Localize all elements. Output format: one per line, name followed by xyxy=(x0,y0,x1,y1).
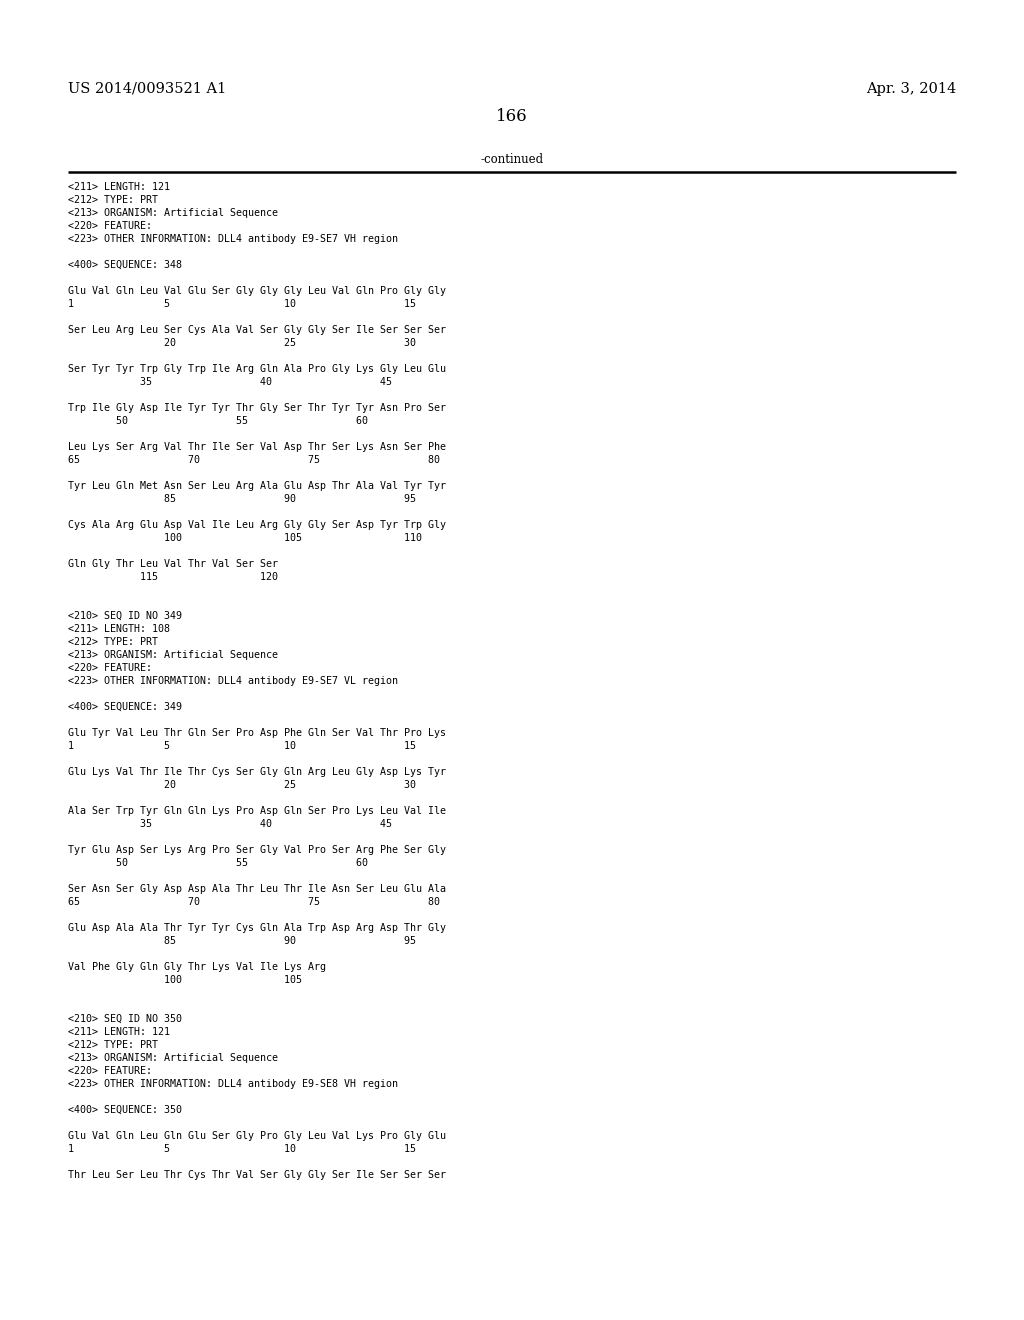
Text: <400> SEQUENCE: 350: <400> SEQUENCE: 350 xyxy=(68,1105,182,1115)
Text: 115                 120: 115 120 xyxy=(68,572,278,582)
Text: Ala Ser Trp Tyr Gln Gln Lys Pro Asp Gln Ser Pro Lys Leu Val Ile: Ala Ser Trp Tyr Gln Gln Lys Pro Asp Gln … xyxy=(68,807,446,816)
Text: 1               5                   10                  15: 1 5 10 15 xyxy=(68,1144,416,1154)
Text: 65                  70                  75                  80: 65 70 75 80 xyxy=(68,455,440,465)
Text: Cys Ala Arg Glu Asp Val Ile Leu Arg Gly Gly Ser Asp Tyr Trp Gly: Cys Ala Arg Glu Asp Val Ile Leu Arg Gly … xyxy=(68,520,446,531)
Text: 20                  25                  30: 20 25 30 xyxy=(68,338,416,348)
Text: Gln Gly Thr Leu Val Thr Val Ser Ser: Gln Gly Thr Leu Val Thr Val Ser Ser xyxy=(68,558,278,569)
Text: <220> FEATURE:: <220> FEATURE: xyxy=(68,1067,152,1076)
Text: 35                  40                  45: 35 40 45 xyxy=(68,818,392,829)
Text: Trp Ile Gly Asp Ile Tyr Tyr Thr Gly Ser Thr Tyr Tyr Asn Pro Ser: Trp Ile Gly Asp Ile Tyr Tyr Thr Gly Ser … xyxy=(68,403,446,413)
Text: 166: 166 xyxy=(497,108,527,125)
Text: 85                  90                  95: 85 90 95 xyxy=(68,936,416,946)
Text: Glu Tyr Val Leu Thr Gln Ser Pro Asp Phe Gln Ser Val Thr Pro Lys: Glu Tyr Val Leu Thr Gln Ser Pro Asp Phe … xyxy=(68,729,446,738)
Text: Apr. 3, 2014: Apr. 3, 2014 xyxy=(865,82,956,96)
Text: US 2014/0093521 A1: US 2014/0093521 A1 xyxy=(68,82,226,96)
Text: Glu Asp Ala Ala Thr Tyr Tyr Cys Gln Ala Trp Asp Arg Asp Thr Gly: Glu Asp Ala Ala Thr Tyr Tyr Cys Gln Ala … xyxy=(68,923,446,933)
Text: <223> OTHER INFORMATION: DLL4 antibody E9-SE7 VL region: <223> OTHER INFORMATION: DLL4 antibody E… xyxy=(68,676,398,686)
Text: 65                  70                  75                  80: 65 70 75 80 xyxy=(68,898,440,907)
Text: <223> OTHER INFORMATION: DLL4 antibody E9-SE7 VH region: <223> OTHER INFORMATION: DLL4 antibody E… xyxy=(68,234,398,244)
Text: <223> OTHER INFORMATION: DLL4 antibody E9-SE8 VH region: <223> OTHER INFORMATION: DLL4 antibody E… xyxy=(68,1078,398,1089)
Text: <220> FEATURE:: <220> FEATURE: xyxy=(68,220,152,231)
Text: Leu Lys Ser Arg Val Thr Ile Ser Val Asp Thr Ser Lys Asn Ser Phe: Leu Lys Ser Arg Val Thr Ile Ser Val Asp … xyxy=(68,442,446,451)
Text: <212> TYPE: PRT: <212> TYPE: PRT xyxy=(68,1040,158,1049)
Text: <211> LENGTH: 108: <211> LENGTH: 108 xyxy=(68,624,170,634)
Text: 1               5                   10                  15: 1 5 10 15 xyxy=(68,741,416,751)
Text: 100                 105: 100 105 xyxy=(68,975,302,985)
Text: Ser Leu Arg Leu Ser Cys Ala Val Ser Gly Gly Ser Ile Ser Ser Ser: Ser Leu Arg Leu Ser Cys Ala Val Ser Gly … xyxy=(68,325,446,335)
Text: <211> LENGTH: 121: <211> LENGTH: 121 xyxy=(68,1027,170,1038)
Text: 35                  40                  45: 35 40 45 xyxy=(68,378,392,387)
Text: Glu Lys Val Thr Ile Thr Cys Ser Gly Gln Arg Leu Gly Asp Lys Tyr: Glu Lys Val Thr Ile Thr Cys Ser Gly Gln … xyxy=(68,767,446,777)
Text: <211> LENGTH: 121: <211> LENGTH: 121 xyxy=(68,182,170,191)
Text: <220> FEATURE:: <220> FEATURE: xyxy=(68,663,152,673)
Text: 50                  55                  60: 50 55 60 xyxy=(68,858,368,869)
Text: <400> SEQUENCE: 348: <400> SEQUENCE: 348 xyxy=(68,260,182,271)
Text: Glu Val Gln Leu Val Glu Ser Gly Gly Gly Leu Val Gln Pro Gly Gly: Glu Val Gln Leu Val Glu Ser Gly Gly Gly … xyxy=(68,286,446,296)
Text: -continued: -continued xyxy=(480,153,544,166)
Text: <400> SEQUENCE: 349: <400> SEQUENCE: 349 xyxy=(68,702,182,711)
Text: <212> TYPE: PRT: <212> TYPE: PRT xyxy=(68,195,158,205)
Text: 20                  25                  30: 20 25 30 xyxy=(68,780,416,789)
Text: <210> SEQ ID NO 349: <210> SEQ ID NO 349 xyxy=(68,611,182,620)
Text: Tyr Glu Asp Ser Lys Arg Pro Ser Gly Val Pro Ser Arg Phe Ser Gly: Tyr Glu Asp Ser Lys Arg Pro Ser Gly Val … xyxy=(68,845,446,855)
Text: 85                  90                  95: 85 90 95 xyxy=(68,494,416,504)
Text: Ser Asn Ser Gly Asp Asp Ala Thr Leu Thr Ile Asn Ser Leu Glu Ala: Ser Asn Ser Gly Asp Asp Ala Thr Leu Thr … xyxy=(68,884,446,894)
Text: <212> TYPE: PRT: <212> TYPE: PRT xyxy=(68,638,158,647)
Text: Glu Val Gln Leu Gln Glu Ser Gly Pro Gly Leu Val Lys Pro Gly Glu: Glu Val Gln Leu Gln Glu Ser Gly Pro Gly … xyxy=(68,1131,446,1140)
Text: 100                 105                 110: 100 105 110 xyxy=(68,533,422,543)
Text: Ser Tyr Tyr Trp Gly Trp Ile Arg Gln Ala Pro Gly Lys Gly Leu Glu: Ser Tyr Tyr Trp Gly Trp Ile Arg Gln Ala … xyxy=(68,364,446,374)
Text: <213> ORGANISM: Artificial Sequence: <213> ORGANISM: Artificial Sequence xyxy=(68,209,278,218)
Text: Tyr Leu Gln Met Asn Ser Leu Arg Ala Glu Asp Thr Ala Val Tyr Tyr: Tyr Leu Gln Met Asn Ser Leu Arg Ala Glu … xyxy=(68,480,446,491)
Text: <213> ORGANISM: Artificial Sequence: <213> ORGANISM: Artificial Sequence xyxy=(68,1053,278,1063)
Text: <213> ORGANISM: Artificial Sequence: <213> ORGANISM: Artificial Sequence xyxy=(68,649,278,660)
Text: 50                  55                  60: 50 55 60 xyxy=(68,416,368,426)
Text: Val Phe Gly Gln Gly Thr Lys Val Ile Lys Arg: Val Phe Gly Gln Gly Thr Lys Val Ile Lys … xyxy=(68,962,326,972)
Text: <210> SEQ ID NO 350: <210> SEQ ID NO 350 xyxy=(68,1014,182,1024)
Text: 1               5                   10                  15: 1 5 10 15 xyxy=(68,300,416,309)
Text: Thr Leu Ser Leu Thr Cys Thr Val Ser Gly Gly Ser Ile Ser Ser Ser: Thr Leu Ser Leu Thr Cys Thr Val Ser Gly … xyxy=(68,1170,446,1180)
